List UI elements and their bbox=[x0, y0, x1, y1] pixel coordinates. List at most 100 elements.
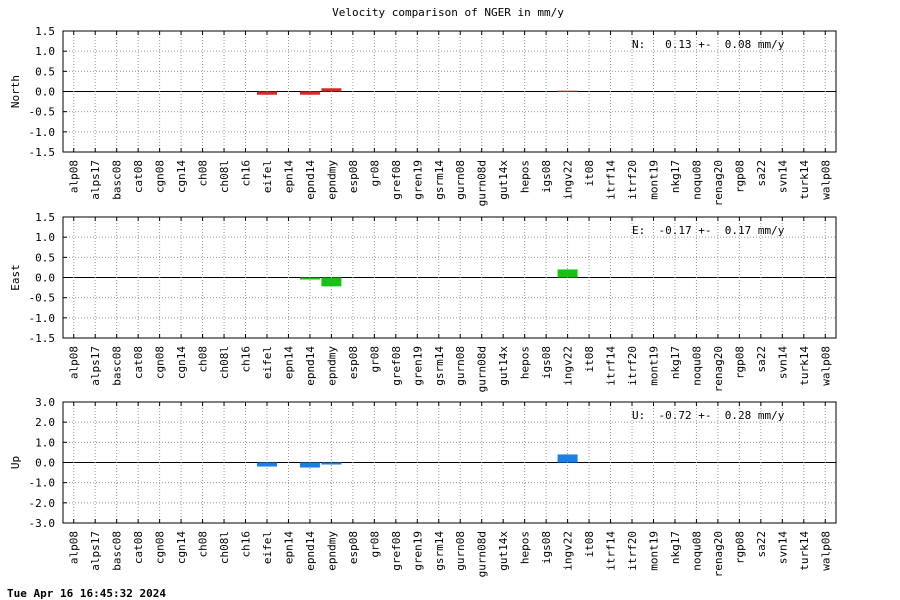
x-tick-label: gr08 bbox=[368, 531, 381, 558]
y-tick-label: 1.0 bbox=[35, 436, 55, 449]
y-tick-label: -1.0 bbox=[29, 126, 56, 139]
y-axis-label: Up bbox=[9, 456, 22, 469]
x-tick-label: cat08 bbox=[132, 531, 145, 564]
x-tick-label: epnd14 bbox=[304, 160, 317, 200]
x-tick-label: alp08 bbox=[68, 346, 81, 379]
y-tick-label: 1.0 bbox=[35, 231, 55, 244]
x-tick-label: gsrm14 bbox=[433, 531, 446, 571]
x-tick-label: esp08 bbox=[347, 346, 360, 379]
bar bbox=[299, 277, 320, 280]
x-tick-label: gren19 bbox=[411, 160, 424, 200]
x-tick-label: mont19 bbox=[647, 346, 660, 386]
x-tick-label: gurn08d bbox=[476, 160, 489, 206]
bar bbox=[557, 454, 578, 463]
x-tick-label: gren19 bbox=[411, 531, 424, 571]
x-tick-label: svn14 bbox=[776, 160, 789, 193]
x-tick-label: igs08 bbox=[540, 531, 553, 564]
x-tick-label: ch08 bbox=[197, 160, 210, 187]
chart-title: Velocity comparison of NGER in mm/y bbox=[332, 6, 564, 19]
x-tick-label: cgn14 bbox=[175, 160, 188, 193]
x-tick-label: turk14 bbox=[798, 160, 811, 200]
bar bbox=[557, 269, 578, 278]
annotation: E: -0.17 +- 0.17 mm/y bbox=[632, 224, 785, 237]
bar bbox=[256, 91, 277, 95]
x-tick-label: hepos bbox=[519, 531, 532, 564]
plot-frame bbox=[62, 216, 837, 339]
x-tick-label: ch08l bbox=[218, 160, 231, 193]
x-tick-label: ch08l bbox=[218, 346, 231, 379]
bar bbox=[299, 462, 320, 468]
x-tick-label: alp08 bbox=[68, 160, 81, 193]
x-tick-label: itrf20 bbox=[626, 531, 639, 571]
x-tick-label: nkg17 bbox=[669, 346, 682, 379]
x-tick-label: it08 bbox=[583, 160, 596, 187]
x-tick-label: basc08 bbox=[111, 346, 124, 386]
x-tick-label: sa22 bbox=[755, 346, 768, 373]
annotation: U: -0.72 +- 0.28 mm/y bbox=[632, 409, 785, 422]
bar bbox=[256, 462, 277, 467]
x-tick-label: ch08 bbox=[197, 531, 210, 558]
x-tick-label: gsrm14 bbox=[433, 160, 446, 200]
x-tick-label: gurn08 bbox=[454, 346, 467, 386]
x-tick-label: walp08 bbox=[819, 160, 832, 200]
x-tick-label: svn14 bbox=[776, 531, 789, 564]
x-tick-label: itrf20 bbox=[626, 346, 639, 386]
y-tick-label: 0.0 bbox=[35, 457, 55, 470]
x-tick-label: gren19 bbox=[411, 346, 424, 386]
plot-frame bbox=[62, 30, 837, 153]
y-tick-label: 1.5 bbox=[35, 211, 55, 224]
x-tick-label: epn14 bbox=[282, 346, 295, 379]
x-tick-label: rgp08 bbox=[733, 160, 746, 193]
x-tick-label: gurn08d bbox=[476, 531, 489, 577]
y-tick-label: 0.0 bbox=[35, 272, 55, 285]
x-tick-label: cgn08 bbox=[154, 160, 167, 193]
y-tick-label: 1.5 bbox=[35, 25, 55, 38]
x-tick-label: esp08 bbox=[347, 531, 360, 564]
x-tick-label: ingv22 bbox=[562, 531, 575, 571]
x-tick-label: ingv22 bbox=[562, 346, 575, 386]
x-tick-label: epndmy bbox=[325, 346, 338, 386]
x-tick-label: gr08 bbox=[368, 346, 381, 373]
x-tick-label: cgn14 bbox=[175, 531, 188, 564]
x-tick-label: renag20 bbox=[712, 160, 725, 206]
x-tick-label: eifel bbox=[261, 346, 274, 379]
x-tick-label: gref08 bbox=[390, 160, 403, 200]
x-tick-label: gut14x bbox=[497, 160, 510, 200]
x-tick-label: alp08 bbox=[68, 531, 81, 564]
x-tick-label: ch16 bbox=[240, 531, 253, 558]
x-tick-label: gr08 bbox=[368, 160, 381, 187]
x-tick-label: itrf14 bbox=[605, 531, 618, 571]
x-tick-label: alps17 bbox=[89, 346, 102, 386]
x-tick-label: cgn14 bbox=[175, 346, 188, 379]
x-tick-label: svn14 bbox=[776, 346, 789, 379]
x-tick-label: rgp08 bbox=[733, 531, 746, 564]
x-tick-label: igs08 bbox=[540, 160, 553, 193]
x-tick-label: gurn08 bbox=[454, 160, 467, 200]
y-axis-label: North bbox=[9, 75, 22, 108]
y-tick-label: -1.0 bbox=[29, 477, 56, 490]
x-tick-label: igs08 bbox=[540, 346, 553, 379]
x-tick-label: eifel bbox=[261, 531, 274, 564]
x-tick-label: gut14x bbox=[497, 346, 510, 386]
x-tick-label: alps17 bbox=[89, 531, 102, 571]
x-tick-label: esp08 bbox=[347, 160, 360, 193]
x-tick-label: cgn08 bbox=[154, 346, 167, 379]
y-tick-label: -1.0 bbox=[29, 312, 56, 325]
x-tick-label: mont19 bbox=[647, 531, 660, 571]
x-tick-label: hepos bbox=[519, 346, 532, 379]
x-tick-label: nkg17 bbox=[669, 160, 682, 193]
x-tick-label: turk14 bbox=[798, 531, 811, 571]
x-tick-label: hepos bbox=[519, 160, 532, 193]
x-tick-label: gurn08 bbox=[454, 531, 467, 571]
x-tick-label: turk14 bbox=[798, 346, 811, 386]
y-tick-label: 0.5 bbox=[35, 251, 55, 264]
x-tick-label: gref08 bbox=[390, 346, 403, 386]
x-tick-label: ch08 bbox=[197, 346, 210, 373]
y-tick-label: -0.5 bbox=[29, 292, 56, 305]
plot-frame bbox=[62, 401, 837, 524]
y-tick-label: -0.5 bbox=[29, 106, 56, 119]
x-tick-label: eifel bbox=[261, 160, 274, 193]
x-tick-label: alps17 bbox=[89, 160, 102, 200]
y-tick-label: 1.0 bbox=[35, 45, 55, 58]
x-tick-label: basc08 bbox=[111, 160, 124, 200]
